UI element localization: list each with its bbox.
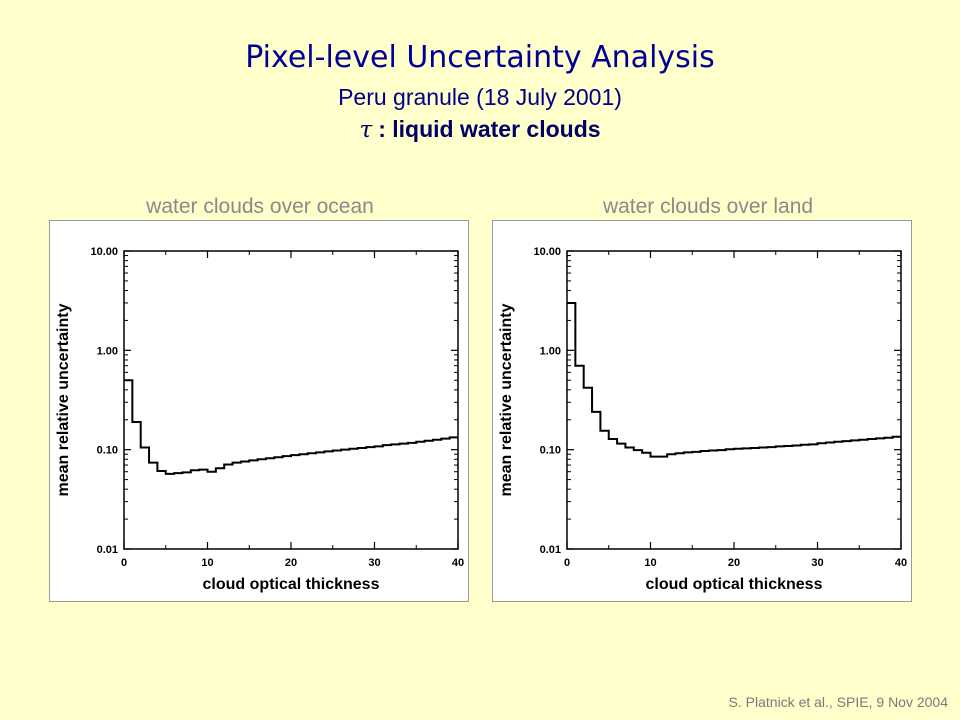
citation-footer: S. Platnick et al., SPIE, 9 Nov 2004 [728,694,948,710]
x-tick-label: 20 [728,557,740,569]
y-axis-label: mean relative uncertainty [55,303,72,496]
x-tick-label: 20 [285,557,297,569]
y-tick-label: 1.00 [540,345,561,357]
subtitle-2-text: : liquid water clouds [378,116,601,142]
x-tick-label: 10 [201,557,213,569]
chart-land-svg: 0.01 0.10 1.00 10.00 0 10 20 30 40 cloud optical … [498,246,907,593]
y-tick-label: 0.01 [540,544,561,556]
y-tick-label: 0.10 [97,445,118,457]
right-panel-label: water clouds over land [602,195,814,218]
y-tick-label: 0.10 [540,445,561,457]
y-tick-label: 10.00 [90,246,118,258]
x-axis-label: cloud optical thickness [646,576,823,593]
x-tick-label: 0 [564,557,570,569]
series-line-0 [124,379,458,475]
page-subtitle: Peru granule (18 July 2001) [338,84,622,110]
x-tick-label: 30 [811,557,823,569]
x-tick-label: 40 [452,557,464,569]
x-axis-label: cloud optical thickness [203,576,380,593]
chart-ocean-svg: 0.01 0.10 1.00 10.00 0 10 20 30 40 cloud optical … [55,246,464,593]
page-subtitle-2: τ: liquid water clouds [0,116,960,143]
left-panel-label: water clouds over ocean [146,195,374,218]
x-tick-label: 40 [895,557,907,569]
page-title: Pixel-level Uncertainty Analysis [245,40,715,75]
y-tick-label: 10.00 [533,246,561,258]
plot-frame [566,250,902,550]
x-tick-label: 30 [368,557,380,569]
chart-ocean: 0.01 0.10 1.00 10.00 0 10 20 30 40 cloud optical … [49,220,469,602]
series-line-1 [567,301,901,458]
y-axis-label: mean relative uncertainty [498,303,515,496]
x-tick-label: 10 [644,557,656,569]
y-tick-label: 1.00 [97,345,118,357]
x-tick-label: 0 [121,557,127,569]
plot-frame [123,250,459,550]
tau-symbol: τ [359,117,373,143]
y-tick-label: 0.01 [97,544,118,556]
chart-land: 0.01 0.10 1.00 10.00 0 10 20 30 40 cloud optical … [492,220,912,602]
